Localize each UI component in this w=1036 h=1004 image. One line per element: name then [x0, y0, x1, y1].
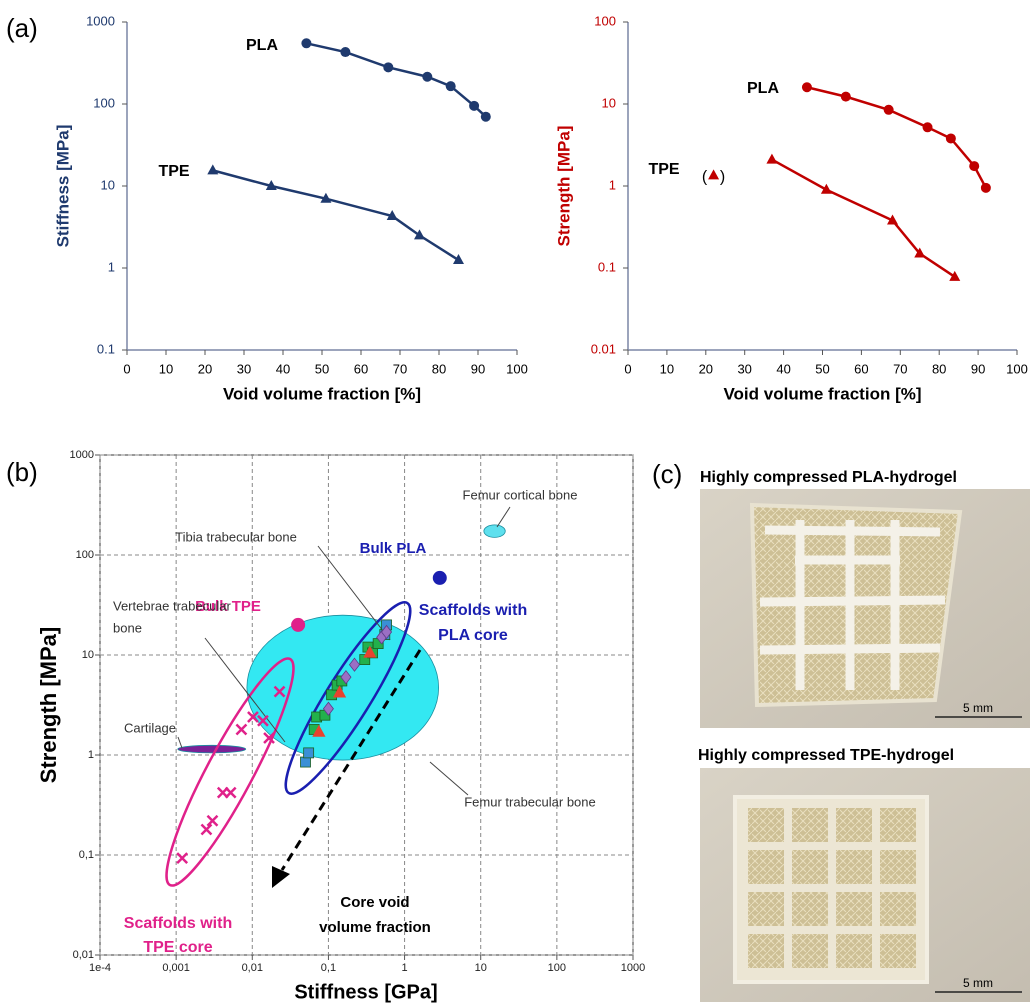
marker [841, 92, 851, 102]
x-tick-label: 40 [276, 361, 290, 376]
x-tick-label: 70 [393, 361, 407, 376]
annotation: TPE core [143, 939, 212, 956]
point-label: Bulk PLA [360, 540, 427, 557]
x-tick-label: 10 [475, 962, 487, 974]
marker [383, 62, 393, 72]
annotation: PLA core [438, 627, 508, 644]
marker [802, 82, 812, 92]
y-tick-label: 1 [88, 749, 94, 761]
y-tick-label: 0.1 [598, 259, 616, 274]
x-tick-label: 20 [198, 361, 212, 376]
annotation: Scaffolds with [419, 602, 527, 619]
panel-label: (c) [652, 459, 682, 489]
x-tick-label: 50 [315, 361, 329, 376]
y-tick-label: 10 [101, 177, 115, 192]
y-tick-label: 1 [108, 259, 115, 274]
y-axis-label: Strength [MPa] [36, 627, 61, 783]
region [484, 525, 505, 537]
scale-label: 5 mm [963, 701, 993, 715]
series-label: PLA [747, 80, 779, 97]
marker [923, 122, 933, 132]
x-tick-label: 0,001 [162, 962, 190, 974]
marker [422, 72, 432, 82]
marker [946, 133, 956, 143]
annotation: Vertebrae trabecular [113, 598, 231, 613]
region [178, 745, 246, 753]
region-label: Cartilage [124, 720, 176, 735]
panel-label: (a) [6, 13, 38, 43]
marker [304, 748, 314, 758]
x-tick-label: 100 [548, 962, 566, 974]
marker [981, 183, 991, 193]
scale-label: 5 mm [963, 976, 993, 990]
y-tick-label: 0,01 [73, 949, 94, 961]
marker [481, 112, 491, 122]
x-tick-label: 0 [123, 361, 130, 376]
marker [301, 757, 311, 767]
x-tick-label: 80 [932, 361, 946, 376]
y-tick-label: 100 [594, 13, 616, 28]
y-tick-label: 10 [82, 649, 94, 661]
series-label: TPE [158, 163, 189, 180]
bracket: ( [702, 169, 708, 186]
bracket: ) [720, 169, 725, 186]
x-tick-label: 1 [402, 962, 408, 974]
x-tick-label: 30 [737, 361, 751, 376]
x-axis-label: Void volume fraction [%] [723, 384, 921, 403]
y-tick-label: 0.01 [591, 341, 616, 356]
series-label: TPE [648, 161, 679, 178]
x-axis-label: Void volume fraction [%] [223, 384, 421, 403]
y-axis-label: Stiffness [MPa] [53, 125, 72, 248]
x-tick-label: 60 [854, 361, 868, 376]
x-tick-label: 10 [660, 361, 674, 376]
x-tick-label: 0,01 [242, 962, 263, 974]
series-label: PLA [246, 37, 278, 54]
marker [340, 47, 350, 57]
y-tick-label: 0.1 [97, 341, 115, 356]
panel-label: (b) [6, 457, 38, 487]
region-label: Femur trabecular bone [464, 794, 596, 809]
y-axis-label: Strength [MPa] [554, 126, 573, 247]
annotation: Scaffolds with [124, 915, 232, 932]
y-tick-label: 0,1 [79, 849, 94, 861]
x-tick-label: 80 [432, 361, 446, 376]
bulk-point [291, 618, 305, 632]
annotation: Core void [340, 894, 409, 911]
x-tick-label: 10 [159, 361, 173, 376]
y-tick-label: 1000 [70, 449, 94, 461]
marker [446, 81, 456, 91]
x-tick-label: 90 [971, 361, 985, 376]
figure: (a) (b) (c) Highly compressed PLA-hydrog… [0, 0, 1036, 1004]
x-tick-label: 30 [237, 361, 251, 376]
x-tick-label: 60 [354, 361, 368, 376]
x-tick-label: 1e-4 [89, 962, 111, 974]
annotation: Tibia trabecular bone [175, 529, 297, 544]
x-tick-label: 20 [699, 361, 713, 376]
marker [884, 105, 894, 115]
marker [969, 161, 979, 171]
y-tick-label: 100 [93, 95, 115, 110]
x-tick-label: 100 [506, 361, 528, 376]
x-tick-label: 0,1 [321, 962, 336, 974]
marker [301, 38, 311, 48]
x-tick-label: 0 [624, 361, 631, 376]
x-tick-label: 90 [471, 361, 485, 376]
x-tick-label: 50 [815, 361, 829, 376]
y-tick-label: 1000 [86, 13, 115, 28]
x-tick-label: 1000 [621, 962, 645, 974]
region-label: Femur cortical bone [463, 487, 578, 502]
x-axis-label: Stiffness [GPa] [294, 981, 437, 1003]
x-tick-label: 70 [893, 361, 907, 376]
photo-title: Highly compressed PLA-hydrogel [700, 469, 957, 486]
marker [469, 101, 479, 111]
annotation: bone [113, 620, 142, 635]
y-tick-label: 100 [76, 549, 94, 561]
y-tick-label: 10 [602, 95, 616, 110]
bulk-point [433, 571, 447, 585]
photo-title: Highly compressed TPE-hydrogel [698, 747, 954, 764]
annotation: volume fraction [319, 919, 431, 936]
x-tick-label: 100 [1006, 361, 1028, 376]
x-tick-label: 40 [776, 361, 790, 376]
y-tick-label: 1 [609, 177, 616, 192]
